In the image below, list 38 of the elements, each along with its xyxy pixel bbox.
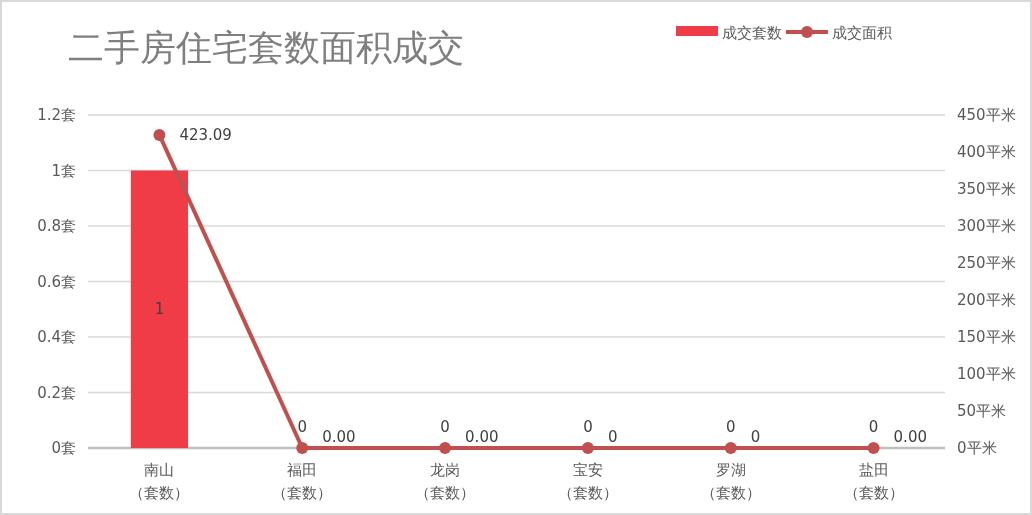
y-tick-label: 0.6套 [37, 272, 76, 291]
data-label: 0 [583, 418, 593, 436]
y2-tick-label: 50平米 [957, 402, 1007, 420]
x-tick-label: 福田（套数） [271, 460, 334, 504]
x-tick-label: 宝安（套数） [556, 460, 619, 504]
y-tick-label: 1.2套 [37, 106, 76, 124]
data-label: 0 [607, 428, 618, 446]
data-label: 0 [440, 418, 450, 436]
y-tick-label: 0套 [51, 439, 76, 457]
data-label: 423.09 [179, 125, 232, 144]
data-label: 0.00 [322, 428, 356, 446]
data-label: 1 [154, 300, 165, 319]
y2-tick-label: 300平米 [957, 217, 1016, 235]
y-tick-label: 0.4套 [37, 328, 76, 346]
y-tick-label: 0.2套 [37, 383, 76, 402]
x-tick-label: 龙岗（套数） [414, 460, 477, 504]
y2-tick-label: 100平米 [957, 365, 1016, 383]
y2-tick-label: 0平米 [957, 439, 997, 457]
y2-tick-label: 450平米 [957, 106, 1016, 124]
y2-tick-label: 250平米 [957, 254, 1016, 272]
x-tick-label: 罗湖（套数） [699, 460, 762, 504]
data-label: 0 [868, 418, 879, 436]
data-label: 0.00 [465, 428, 499, 446]
data-label: 0 [725, 418, 736, 436]
x-tick-label: 南山（套数） [128, 460, 191, 504]
y2-tick-label: 150平米 [957, 328, 1016, 346]
data-label: 0 [750, 428, 761, 446]
y-tick-label: 0.8套 [37, 217, 76, 235]
y-tick-label: 1套 [51, 161, 76, 180]
data-label: 0 [297, 418, 308, 436]
y2-tick-label: 350平米 [957, 180, 1016, 198]
title: 二手房住宅套数面积成交 [68, 27, 464, 68]
data-label: 0.00 [893, 428, 927, 446]
y2-tick-label: 400平米 [957, 143, 1016, 161]
y2-tick-label: 200平米 [957, 291, 1016, 309]
legend-label: 成交面积 [832, 24, 892, 42]
legend-label: 成交套数 [722, 24, 782, 42]
x-tick-label: 盐田（套数） [842, 460, 905, 504]
